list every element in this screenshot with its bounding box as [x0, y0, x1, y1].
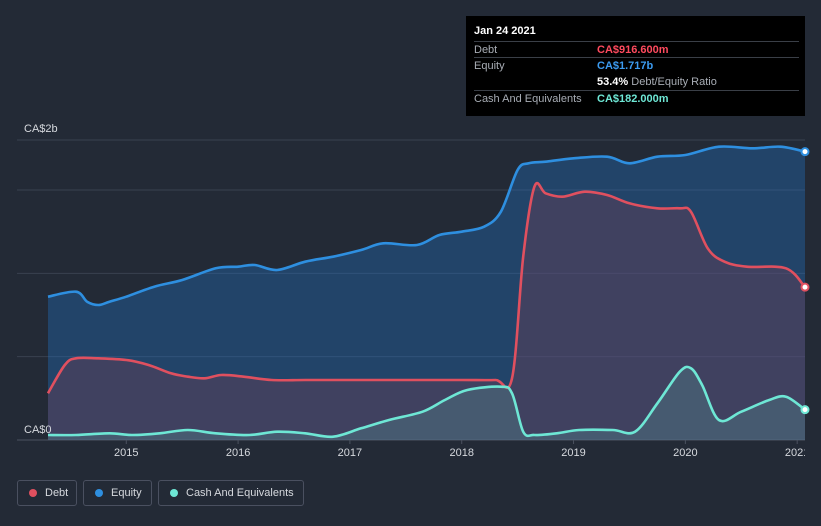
x-tick-label: 2016 [226, 447, 250, 459]
equity-line [47, 145, 806, 307]
tooltip-ratio-label: Debt/Equity Ratio [631, 76, 717, 88]
axis-labels: CA$0 CA$2b 2015 2016 2017 2018 2019 2020 2021 [24, 123, 809, 459]
series-areas [48, 146, 805, 440]
tooltip-debt-row: Debt CA$916.600m [474, 41, 799, 58]
tooltip-equity-row: Equity CA$1.717b 53.4% Debt/Equity Ratio [474, 57, 799, 91]
end-markers [800, 147, 810, 415]
tooltip-debt-label: Debt [474, 44, 498, 56]
cash-and-equivalents-area [48, 366, 805, 440]
x-tick-label: 2020 [673, 447, 697, 459]
grid-lines [17, 139, 805, 444]
equity-area [48, 146, 805, 440]
x-tick-label: 2019 [561, 447, 585, 459]
tooltip-cash-row: Cash And Equivalents CA$182.000m [474, 90, 799, 107]
legend-debt-swatch [29, 489, 37, 497]
debt-area [48, 183, 805, 440]
tooltip-equity-label: Equity [474, 60, 505, 72]
x-tick-label: 2017 [338, 447, 362, 459]
tooltip-cash-label: Cash And Equivalents [474, 93, 582, 105]
hover-tooltip: Jan 24 2021 Debt CA$916.600m Equity CA$1… [466, 16, 805, 116]
legend-equity-swatch [95, 489, 103, 497]
cash-and-equivalents-end-marker[interactable] [800, 405, 810, 415]
y-tick-label: CA$2b [24, 123, 58, 135]
cash-and-equivalents-line [47, 365, 806, 439]
tooltip-date: Jan 24 2021 [474, 25, 536, 37]
y-tick-label: CA$0 [24, 424, 52, 436]
legend-equity-label: Equity [111, 487, 142, 499]
tooltip-ratio-value: 53.4% [597, 76, 629, 88]
x-tick-label: 2021 [785, 447, 809, 459]
legend-cash[interactable]: Cash And Equivalents [158, 480, 304, 506]
tooltip-cash-value: CA$182.000m [597, 93, 669, 105]
legend-debt[interactable]: Debt [17, 480, 77, 506]
legend-debt-label: Debt [45, 487, 69, 499]
legend-cash-swatch [170, 489, 178, 497]
tooltip-equity-value: CA$1.717b [597, 60, 654, 72]
debt-end-marker[interactable] [800, 282, 810, 292]
legend-cash-label: Cash And Equivalents [186, 487, 294, 499]
legend-equity[interactable]: Equity [83, 480, 152, 506]
tooltip-debt-value: CA$916.600m [597, 44, 669, 56]
series-lines [46, 145, 806, 439]
tooltip-ratio: 53.4% Debt/Equity Ratio [597, 76, 717, 88]
equity-end-marker[interactable] [800, 147, 810, 157]
x-tick-label: 2015 [114, 447, 138, 459]
x-tick-label: 2018 [449, 447, 473, 459]
debt-line [46, 181, 806, 394]
